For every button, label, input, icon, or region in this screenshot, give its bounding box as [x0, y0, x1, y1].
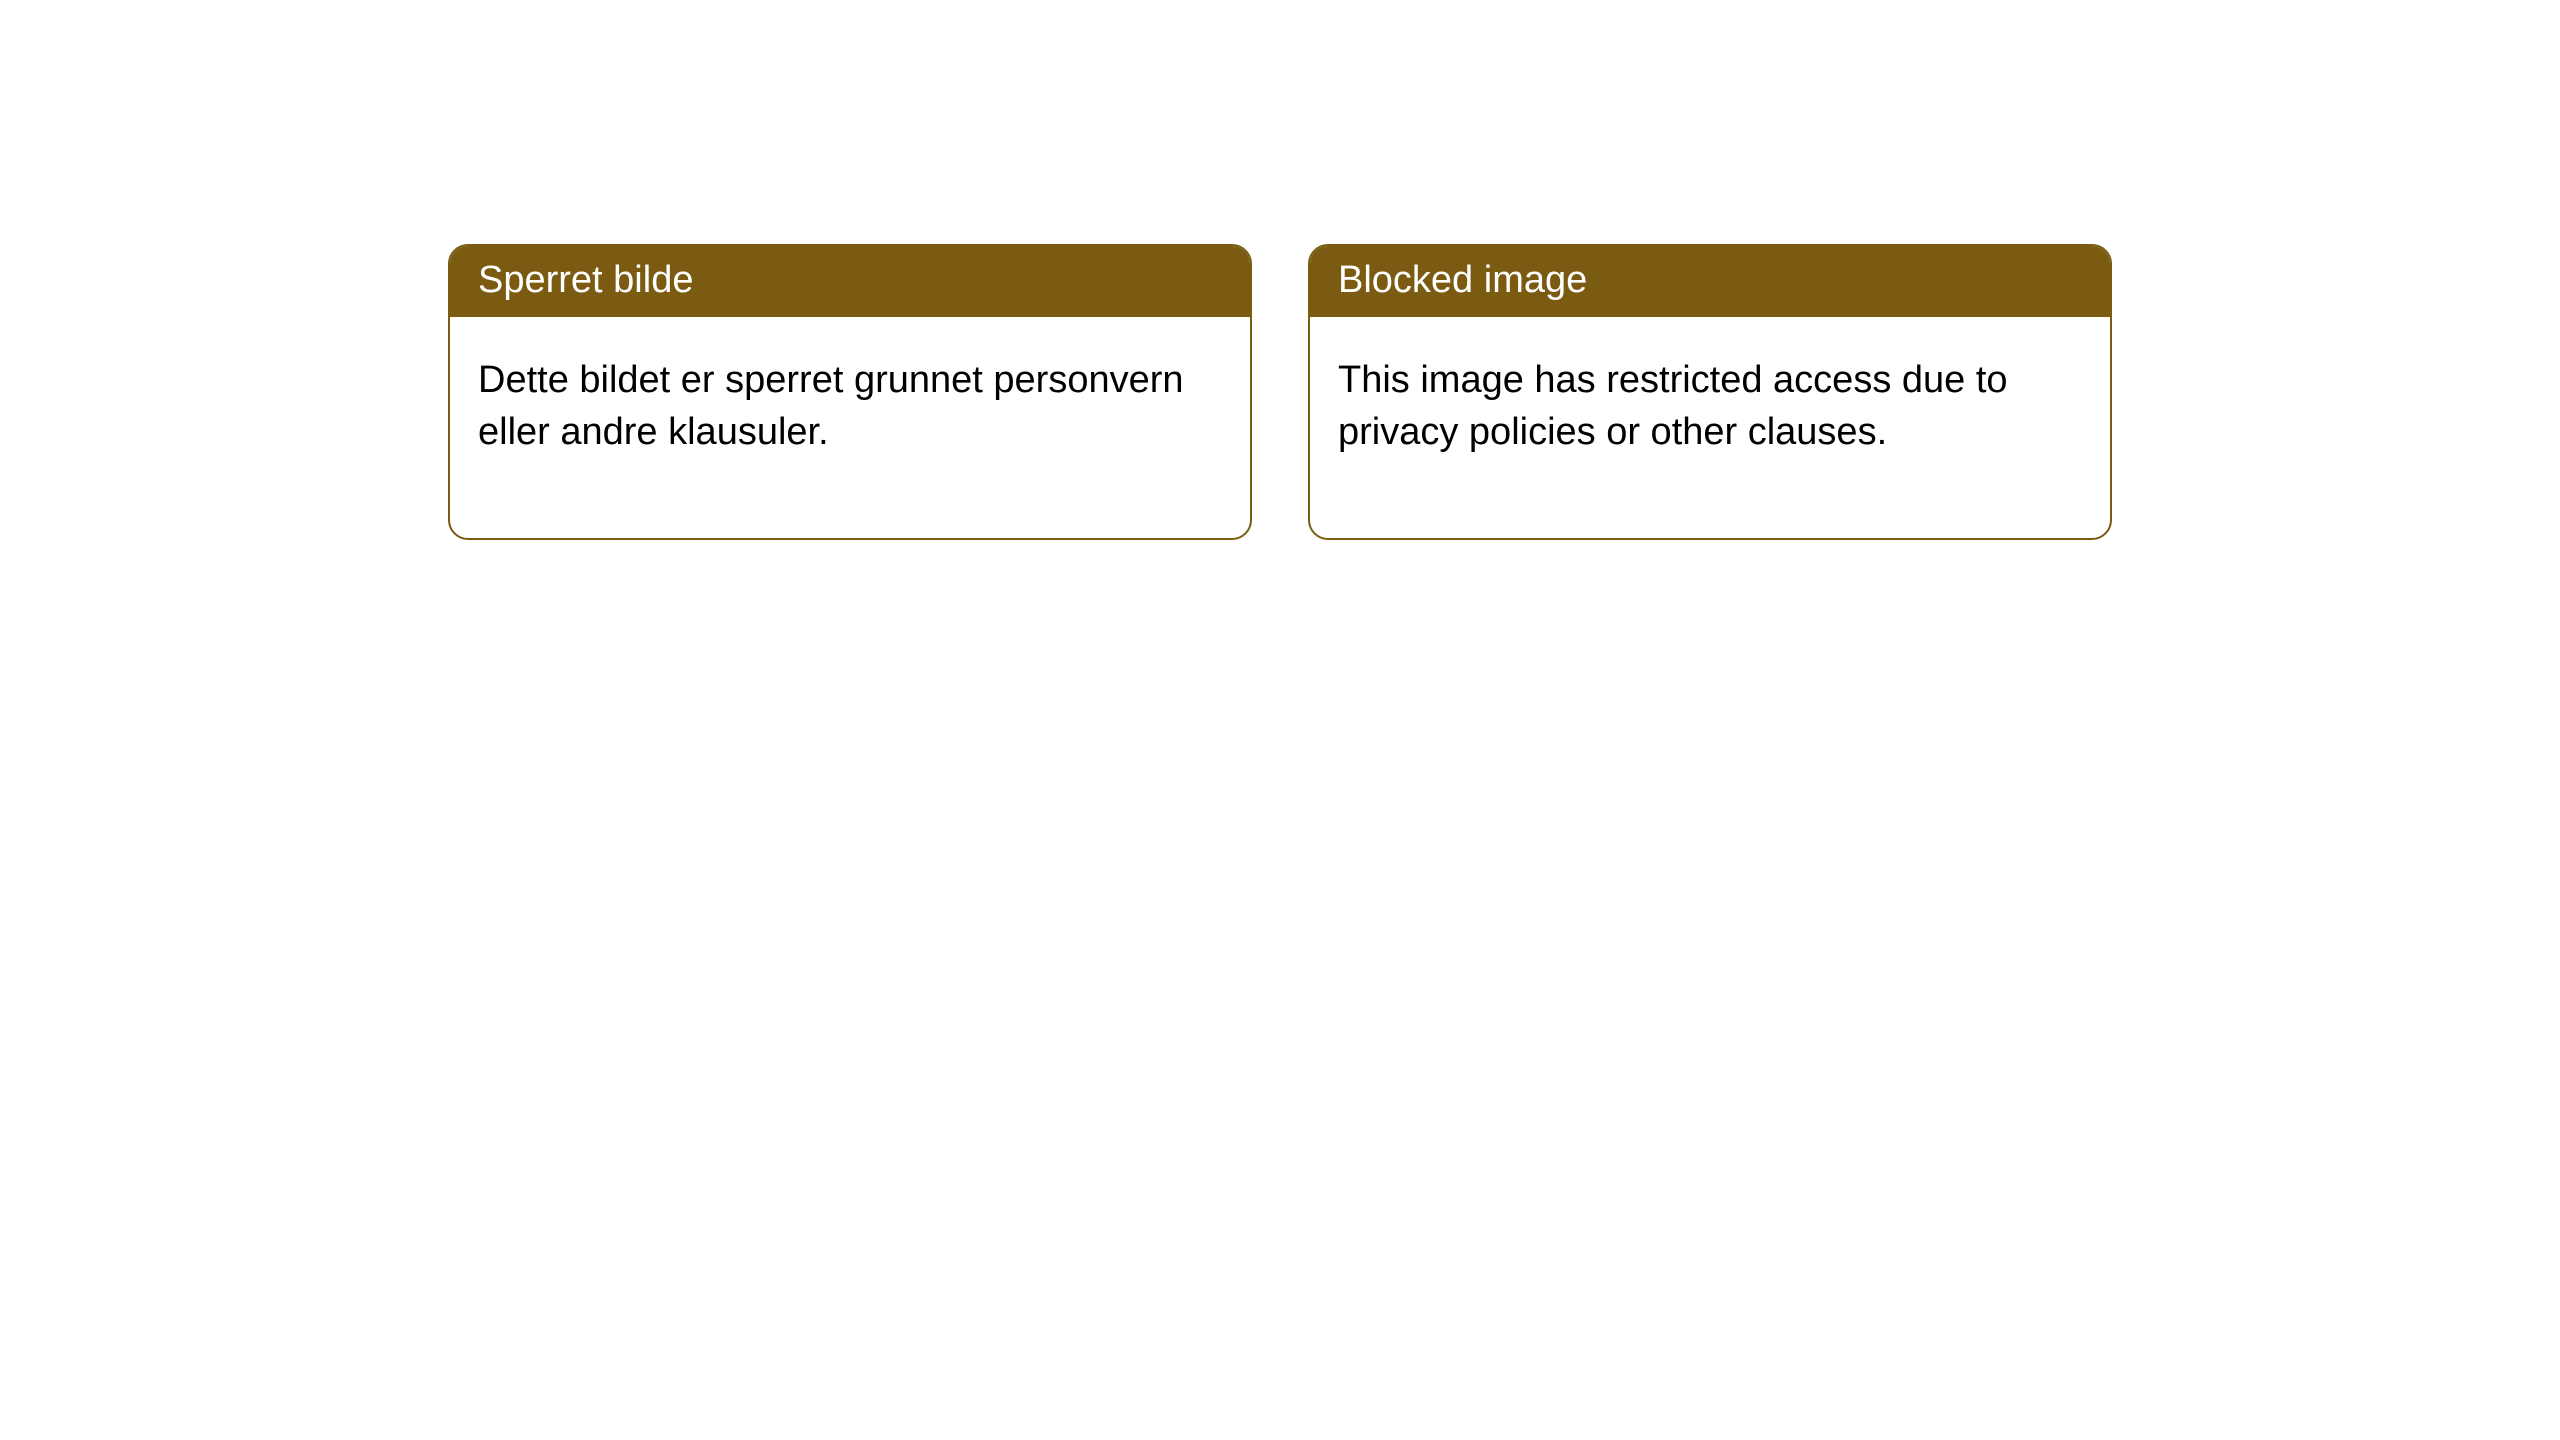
- blocked-image-card-norwegian: Sperret bilde Dette bildet er sperret gr…: [448, 244, 1252, 540]
- card-body-english: This image has restricted access due to …: [1310, 317, 2110, 538]
- notice-cards-container: Sperret bilde Dette bildet er sperret gr…: [0, 0, 2560, 540]
- card-header-norwegian: Sperret bilde: [450, 246, 1250, 317]
- card-body-norwegian: Dette bildet er sperret grunnet personve…: [450, 317, 1250, 538]
- card-header-english: Blocked image: [1310, 246, 2110, 317]
- blocked-image-card-english: Blocked image This image has restricted …: [1308, 244, 2112, 540]
